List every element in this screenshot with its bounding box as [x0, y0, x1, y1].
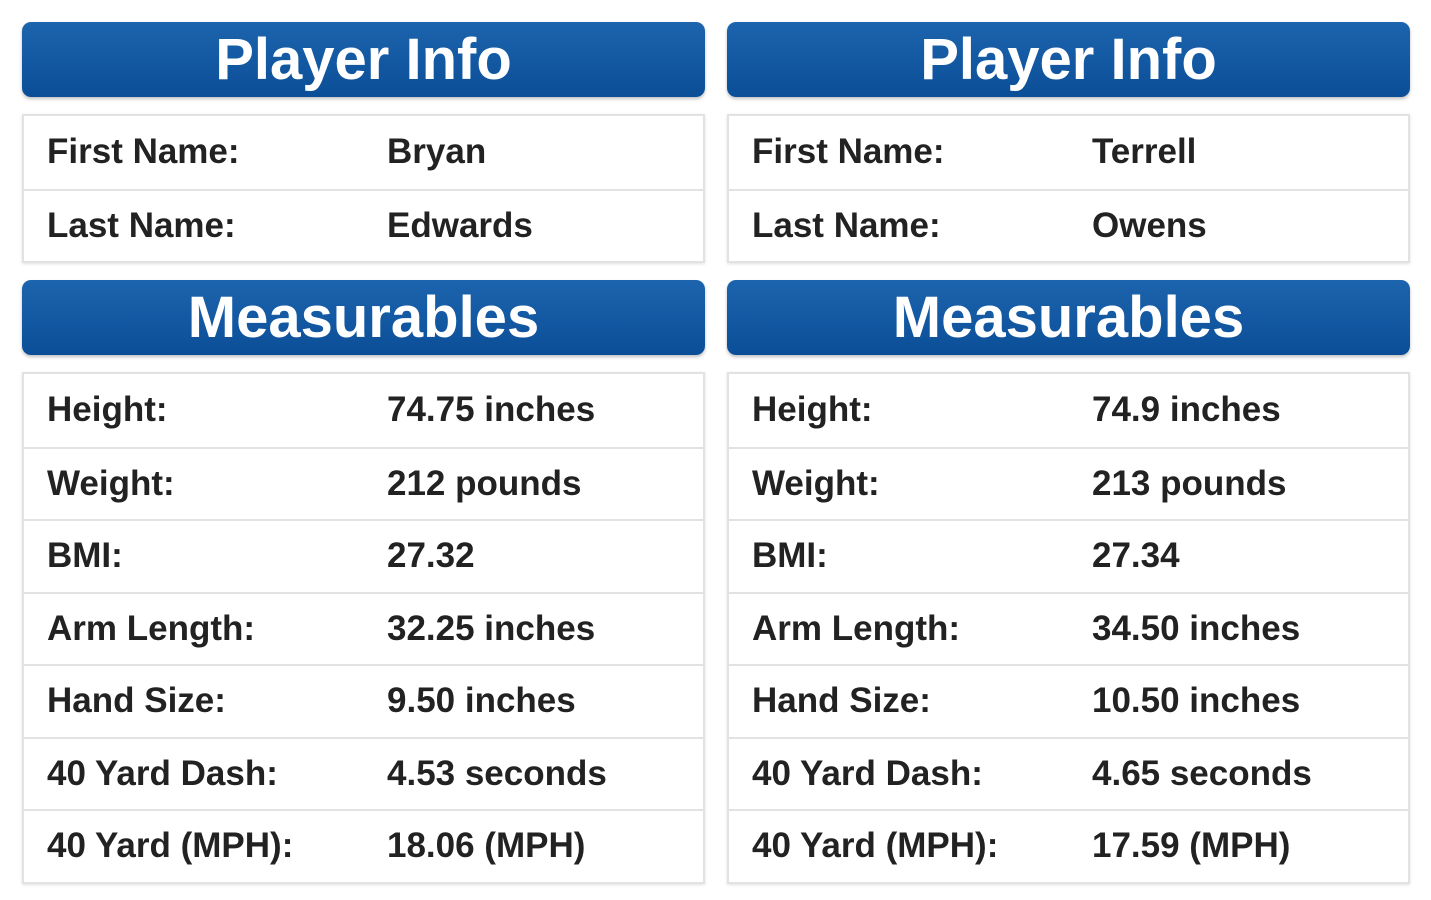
table-row: Arm Length: 32.25 inches	[24, 591, 703, 665]
row-value: 34.50 inches	[1092, 608, 1301, 648]
row-label: 40 Yard Dash:	[47, 753, 278, 793]
info-table: First Name: Terrell Last Name: Owens	[727, 114, 1410, 263]
table-row: Weight: 212 pounds	[24, 446, 703, 520]
section-header: Player Info	[727, 22, 1410, 97]
row-value: 9.50 inches	[387, 681, 576, 721]
row-value: 32.25 inches	[387, 608, 596, 648]
table-row: Height: 74.9 inches	[729, 374, 1408, 447]
row-value: Bryan	[387, 132, 487, 172]
section-header: Player Info	[22, 22, 705, 97]
table-row: Height: 74.75 inches	[24, 374, 703, 447]
table-row: 40 Yard (MPH): 17.59 (MPH)	[729, 809, 1408, 882]
table-row: Last Name: Edwards	[24, 188, 703, 262]
row-label: Height:	[752, 390, 873, 430]
table-row: 40 Yard Dash: 4.53 seconds	[24, 736, 703, 810]
row-label: 40 Yard (MPH):	[47, 826, 294, 866]
section-header: Measurables	[22, 280, 705, 355]
table-row: Hand Size: 9.50 inches	[24, 664, 703, 737]
table-row: Last Name: Owens	[729, 188, 1408, 262]
row-value: 10.50 inches	[1092, 681, 1301, 721]
row-value: 213 pounds	[1092, 463, 1287, 503]
row-label: Hand Size:	[47, 681, 226, 721]
row-label: Hand Size:	[752, 681, 931, 721]
row-value: 27.32	[387, 536, 475, 576]
table-row: First Name: Terrell	[729, 116, 1408, 189]
player-panel: Player Info First Name: Bryan Last Name: Edw…	[22, 22, 705, 900]
table-row: First Name: Bryan	[24, 116, 703, 189]
info-table: First Name: Bryan Last Name: Edwards	[22, 114, 705, 263]
row-label: Last Name:	[752, 205, 941, 245]
row-value: 17.59 (MPH)	[1092, 826, 1291, 866]
row-value: 27.34	[1092, 536, 1180, 576]
row-value: 212 pounds	[387, 463, 582, 503]
table-row: 40 Yard Dash: 4.65 seconds	[729, 736, 1408, 810]
row-label: BMI:	[47, 536, 123, 576]
table-row: 40 Yard (MPH): 18.06 (MPH)	[24, 809, 703, 882]
info-table: Height: 74.75 inches Weight: 212 pounds BMI:…	[22, 372, 705, 884]
row-label: Weight:	[47, 463, 175, 503]
row-value: 4.65 seconds	[1092, 753, 1312, 793]
row-value: 74.75 inches	[387, 390, 596, 430]
table-row: Hand Size: 10.50 inches	[729, 664, 1408, 737]
row-value: 18.06 (MPH)	[387, 826, 586, 866]
row-label: Arm Length:	[47, 608, 256, 648]
table-row: BMI: 27.34	[729, 519, 1408, 592]
row-value: Owens	[1092, 205, 1207, 245]
row-label: BMI:	[752, 536, 828, 576]
row-label: First Name:	[47, 132, 240, 172]
section-header: Measurables	[727, 280, 1410, 355]
row-value: Edwards	[387, 205, 533, 245]
row-label: 40 Yard Dash:	[752, 753, 983, 793]
row-label: 40 Yard (MPH):	[752, 826, 999, 866]
row-label: Arm Length:	[752, 608, 961, 648]
table-row: BMI: 27.32	[24, 519, 703, 592]
row-value: Terrell	[1092, 132, 1197, 172]
table-row: Arm Length: 34.50 inches	[729, 591, 1408, 665]
row-value: 4.53 seconds	[387, 753, 607, 793]
row-label: Last Name:	[47, 205, 236, 245]
row-label: Weight:	[752, 463, 880, 503]
info-table: Height: 74.9 inches Weight: 213 pounds BMI: 2…	[727, 372, 1410, 884]
table-row: Weight: 213 pounds	[729, 446, 1408, 520]
row-label: First Name:	[752, 132, 945, 172]
player-panel: Player Info First Name: Terrell Last Name: O…	[727, 22, 1410, 900]
row-label: Height:	[47, 390, 168, 430]
row-value: 74.9 inches	[1092, 390, 1281, 430]
